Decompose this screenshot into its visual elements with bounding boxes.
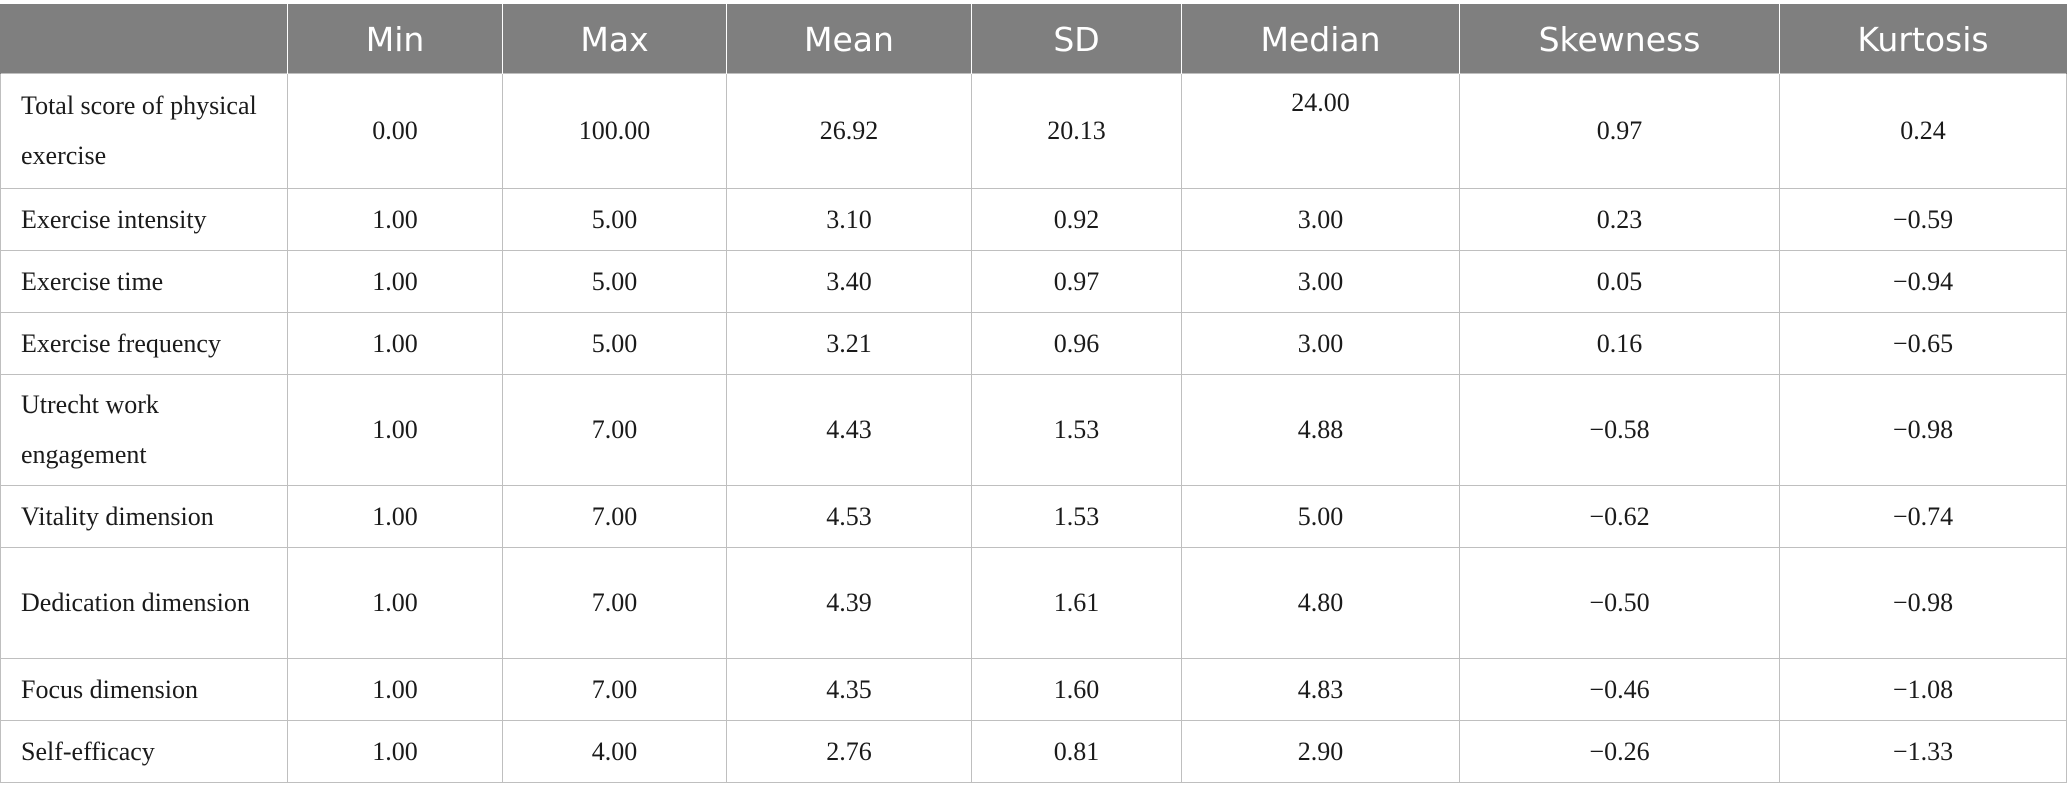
table-row: Focus dimension 1.00 7.00 4.35 1.60 4.83… bbox=[0, 658, 2067, 721]
header-variable bbox=[0, 4, 288, 74]
header-median: Median bbox=[1181, 4, 1460, 74]
cell-min: 1.00 bbox=[287, 250, 503, 313]
cell-skewness: −0.50 bbox=[1459, 547, 1780, 659]
cell-min: 1.00 bbox=[287, 312, 503, 375]
cell-kurtosis: −0.98 bbox=[1779, 547, 2067, 659]
cell-mean: 26.92 bbox=[726, 73, 972, 189]
descriptive-statistics-table: Min Max Mean SD Median Skewness Kurtosis… bbox=[0, 4, 2067, 783]
cell-mean: 3.10 bbox=[726, 188, 972, 251]
cell-median: 4.83 bbox=[1181, 658, 1460, 721]
cell-min: 0.00 bbox=[287, 73, 503, 189]
row-label: Exercise intensity bbox=[0, 188, 288, 251]
header-max: Max bbox=[502, 4, 727, 74]
cell-mean: 4.43 bbox=[726, 374, 972, 486]
cell-mean: 4.35 bbox=[726, 658, 972, 721]
table-row: Exercise time 1.00 5.00 3.40 0.97 3.00 0… bbox=[0, 250, 2067, 313]
cell-kurtosis: −1.08 bbox=[1779, 658, 2067, 721]
cell-skewness: 0.23 bbox=[1459, 188, 1780, 251]
cell-kurtosis: −0.59 bbox=[1779, 188, 2067, 251]
cell-median: 5.00 bbox=[1181, 485, 1460, 548]
row-label: Exercise frequency bbox=[0, 312, 288, 375]
cell-skewness: −0.26 bbox=[1459, 720, 1780, 783]
cell-min: 1.00 bbox=[287, 188, 503, 251]
cell-min: 1.00 bbox=[287, 485, 503, 548]
header-mean: Mean bbox=[726, 4, 972, 74]
cell-kurtosis: −0.65 bbox=[1779, 312, 2067, 375]
table-row: Vitality dimension 1.00 7.00 4.53 1.53 5… bbox=[0, 485, 2067, 548]
cell-min: 1.00 bbox=[287, 374, 503, 486]
cell-skewness: −0.46 bbox=[1459, 658, 1780, 721]
cell-median: 2.90 bbox=[1181, 720, 1460, 783]
table-row: Total score of physical exercise 0.00 10… bbox=[0, 73, 2067, 189]
cell-median: 3.00 bbox=[1181, 312, 1460, 375]
cell-max: 5.00 bbox=[502, 250, 727, 313]
descriptive-statistics-table-container: Min Max Mean SD Median Skewness Kurtosis… bbox=[0, 4, 2067, 783]
header-kurtosis: Kurtosis bbox=[1779, 4, 2067, 74]
table-row: Self-efficacy 1.00 4.00 2.76 0.81 2.90 −… bbox=[0, 720, 2067, 783]
cell-median: 3.00 bbox=[1181, 188, 1460, 251]
table-row: Dedication dimension 1.00 7.00 4.39 1.61… bbox=[0, 547, 2067, 659]
cell-kurtosis: −0.98 bbox=[1779, 374, 2067, 486]
cell-kurtosis: −0.94 bbox=[1779, 250, 2067, 313]
cell-max: 7.00 bbox=[502, 485, 727, 548]
cell-sd: 0.96 bbox=[971, 312, 1182, 375]
cell-min: 1.00 bbox=[287, 658, 503, 721]
cell-sd: 1.61 bbox=[971, 547, 1182, 659]
cell-mean: 4.39 bbox=[726, 547, 972, 659]
cell-max: 7.00 bbox=[502, 374, 727, 486]
table-row: Exercise frequency 1.00 5.00 3.21 0.96 3… bbox=[0, 312, 2067, 375]
cell-sd: 1.60 bbox=[971, 658, 1182, 721]
cell-sd: 20.13 bbox=[971, 73, 1182, 189]
cell-max: 100.00 bbox=[502, 73, 727, 189]
cell-sd: 0.92 bbox=[971, 188, 1182, 251]
cell-kurtosis: −0.74 bbox=[1779, 485, 2067, 548]
cell-max: 5.00 bbox=[502, 188, 727, 251]
cell-kurtosis: −1.33 bbox=[1779, 720, 2067, 783]
cell-mean: 3.21 bbox=[726, 312, 972, 375]
cell-skewness: −0.62 bbox=[1459, 485, 1780, 548]
row-label: Total score of physical exercise bbox=[0, 73, 288, 189]
cell-mean: 3.40 bbox=[726, 250, 972, 313]
table-row: Utrecht work engagement 1.00 7.00 4.43 1… bbox=[0, 374, 2067, 486]
cell-sd: 1.53 bbox=[971, 485, 1182, 548]
cell-sd: 0.97 bbox=[971, 250, 1182, 313]
header-min: Min bbox=[287, 4, 503, 74]
header-sd: SD bbox=[971, 4, 1182, 74]
cell-median: 4.88 bbox=[1181, 374, 1460, 486]
row-label: Dedication dimension bbox=[0, 547, 288, 659]
cell-median: 3.00 bbox=[1181, 250, 1460, 313]
cell-skewness: 0.16 bbox=[1459, 312, 1780, 375]
row-label: Vitality dimension bbox=[0, 485, 288, 548]
header-row: Min Max Mean SD Median Skewness Kurtosis bbox=[0, 4, 2067, 74]
cell-sd: 1.53 bbox=[971, 374, 1182, 486]
cell-max: 4.00 bbox=[502, 720, 727, 783]
cell-min: 1.00 bbox=[287, 720, 503, 783]
row-label: Exercise time bbox=[0, 250, 288, 313]
row-label: Focus dimension bbox=[0, 658, 288, 721]
header-skewness: Skewness bbox=[1459, 4, 1780, 74]
cell-mean: 2.76 bbox=[726, 720, 972, 783]
cell-max: 7.00 bbox=[502, 658, 727, 721]
cell-max: 7.00 bbox=[502, 547, 727, 659]
cell-skewness: −0.58 bbox=[1459, 374, 1780, 486]
cell-skewness: 0.05 bbox=[1459, 250, 1780, 313]
cell-median: 24.00 bbox=[1181, 73, 1460, 189]
cell-kurtosis: 0.24 bbox=[1779, 73, 2067, 189]
cell-skewness: 0.97 bbox=[1459, 73, 1780, 189]
cell-max: 5.00 bbox=[502, 312, 727, 375]
cell-mean: 4.53 bbox=[726, 485, 972, 548]
row-label: Utrecht work engagement bbox=[0, 374, 288, 486]
table-row: Exercise intensity 1.00 5.00 3.10 0.92 3… bbox=[0, 188, 2067, 251]
cell-median: 4.80 bbox=[1181, 547, 1460, 659]
cell-min: 1.00 bbox=[287, 547, 503, 659]
cell-sd: 0.81 bbox=[971, 720, 1182, 783]
row-label: Self-efficacy bbox=[0, 720, 288, 783]
